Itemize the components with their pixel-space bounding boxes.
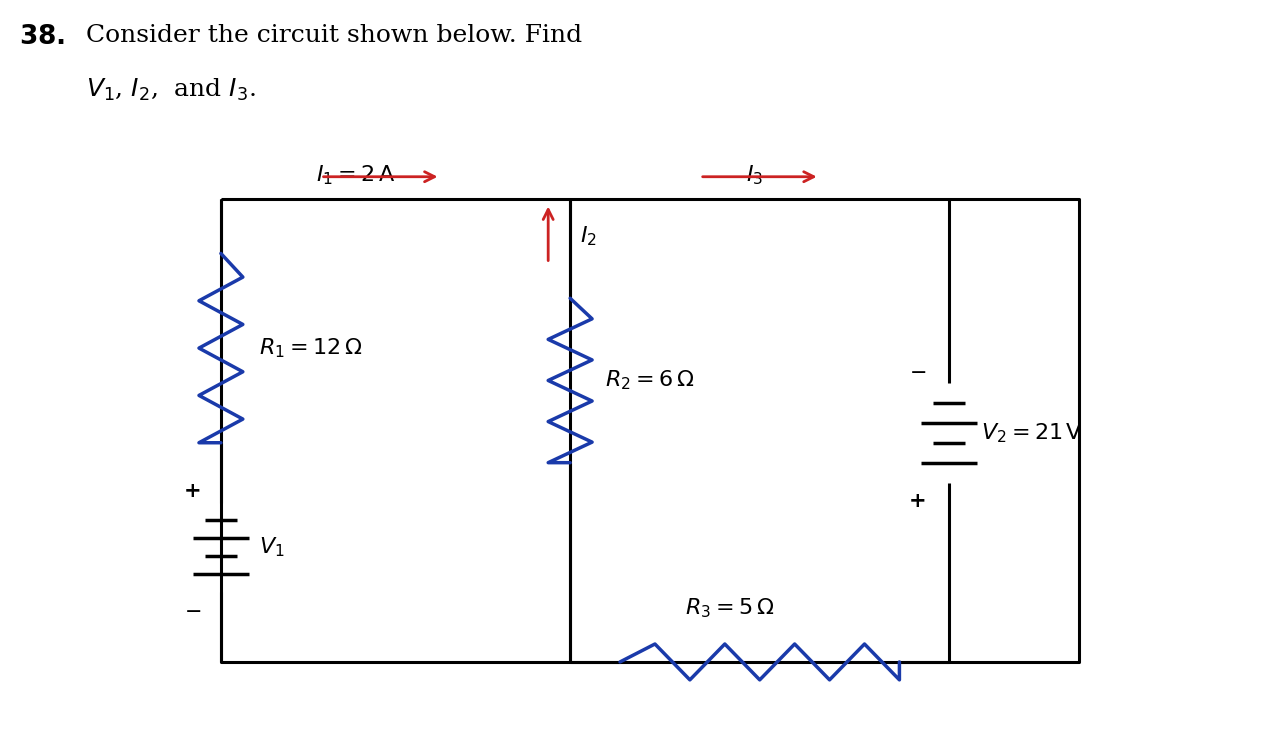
Text: $V_2 = 21\,\mathrm{V}$: $V_2 = 21\,\mathrm{V}$ — [981, 421, 1083, 444]
Text: $I_1 = 2\,\mathrm{A}$: $I_1 = 2\,\mathrm{A}$ — [315, 163, 395, 187]
Text: $R_1 = 12\,\Omega$: $R_1 = 12\,\Omega$ — [258, 337, 362, 360]
Text: $V_1$: $V_1$ — [258, 536, 284, 560]
Text: $-$: $-$ — [908, 361, 926, 381]
Text: $R_2 = 6\,\Omega$: $R_2 = 6\,\Omega$ — [606, 369, 694, 392]
Text: +: + — [184, 480, 201, 500]
Text: +: + — [908, 491, 926, 511]
Text: $R_3 = 5\,\Omega$: $R_3 = 5\,\Omega$ — [685, 596, 774, 620]
Text: $\mathbf{38.}$: $\mathbf{38.}$ — [19, 24, 66, 49]
Text: Consider the circuit shown below. Find: Consider the circuit shown below. Find — [86, 24, 583, 47]
Text: $V_1$, $I_2$,  and $I_3$.: $V_1$, $I_2$, and $I_3$. — [86, 77, 256, 103]
Text: $I_3$: $I_3$ — [746, 163, 763, 187]
Text: $I_2$: $I_2$ — [580, 224, 597, 248]
Text: $-$: $-$ — [184, 600, 201, 620]
